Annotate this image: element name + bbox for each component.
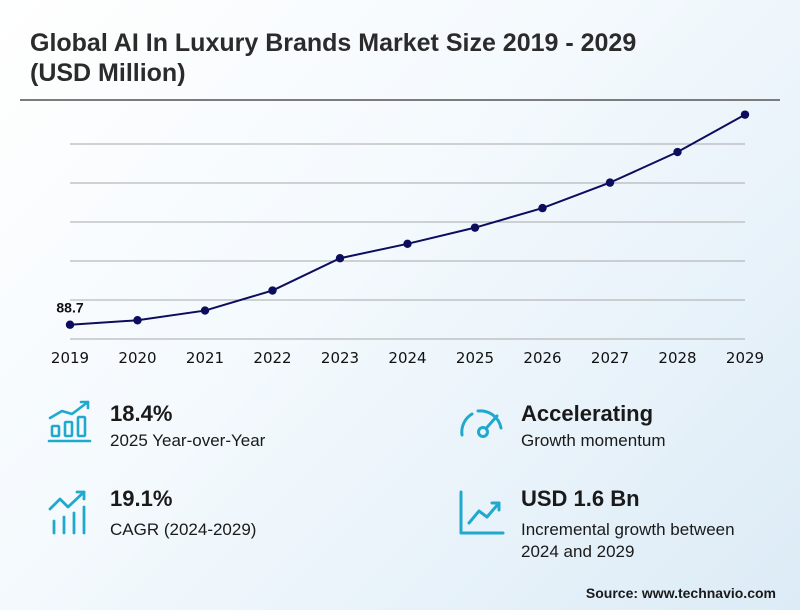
stat-value: 19.1% xyxy=(110,486,173,511)
x-tick-label: 2025 xyxy=(456,349,494,367)
data-point xyxy=(673,147,682,157)
stat-value: 18.4% xyxy=(110,401,173,426)
series-line xyxy=(65,110,750,329)
data-point xyxy=(470,223,480,232)
data-point xyxy=(605,178,615,187)
x-tick-label: 2022 xyxy=(253,349,291,367)
data-point xyxy=(335,254,345,263)
stat-value: USD 1.6 Bn xyxy=(521,486,640,511)
trend-bars-icon xyxy=(48,490,86,535)
x-tick-label: 2028 xyxy=(658,349,696,367)
data-labels: 88.7 xyxy=(56,300,83,316)
data-point xyxy=(538,203,547,213)
bar-chart-growth-icon xyxy=(47,400,92,443)
stat-value: Accelerating xyxy=(521,401,654,426)
x-tick-label: 2021 xyxy=(186,349,224,367)
speedometer-icon xyxy=(460,409,503,438)
x-tick-label: 2020 xyxy=(118,349,156,367)
stat-label: CAGR (2024-2029) xyxy=(110,520,257,539)
stat-momentum: Accelerating Growth momentum xyxy=(457,398,777,468)
source-note: Source: www.technavio.com xyxy=(585,585,776,601)
x-tick-label: 2026 xyxy=(523,349,561,367)
x-axis-ticks: 2019 2020 2021 2022 2023 2024 2025 2026 2027 2028… xyxy=(51,349,764,367)
stat-label: Incremental growth between 2024 and 2029 xyxy=(521,520,735,561)
stat-yoy: 18.4% 2025 Year-over-Year xyxy=(46,398,376,468)
line-chart-up-icon xyxy=(459,490,505,535)
data-point xyxy=(268,286,277,295)
stat-incremental: USD 1.6 Bn Incremental growth between 20… xyxy=(457,483,777,563)
stat-cagr: 19.1% CAGR (2024-2029) xyxy=(46,483,376,553)
line-chart: 2019 2020 2021 2022 2023 2024 2025 2026 2027 2028… xyxy=(51,110,764,367)
chart-title: Global AI In Luxury Brands Market Size 2… xyxy=(30,29,637,87)
x-tick-label: 2027 xyxy=(591,349,629,367)
data-point xyxy=(403,239,412,248)
x-tick-label: 2029 xyxy=(726,349,764,367)
data-label: 88.7 xyxy=(56,300,83,316)
stat-label: 2025 Year-over-Year xyxy=(110,431,266,450)
data-point xyxy=(200,306,210,315)
x-tick-label: 2024 xyxy=(388,349,426,367)
data-point xyxy=(133,316,142,325)
data-point xyxy=(740,110,750,119)
x-tick-label: 2019 xyxy=(51,349,89,367)
title-divider xyxy=(20,99,780,101)
stat-label: Growth momentum xyxy=(521,431,666,450)
x-tick-label: 2023 xyxy=(321,349,359,367)
gridlines xyxy=(70,143,745,340)
data-point xyxy=(65,320,75,329)
series-path xyxy=(69,113,746,326)
